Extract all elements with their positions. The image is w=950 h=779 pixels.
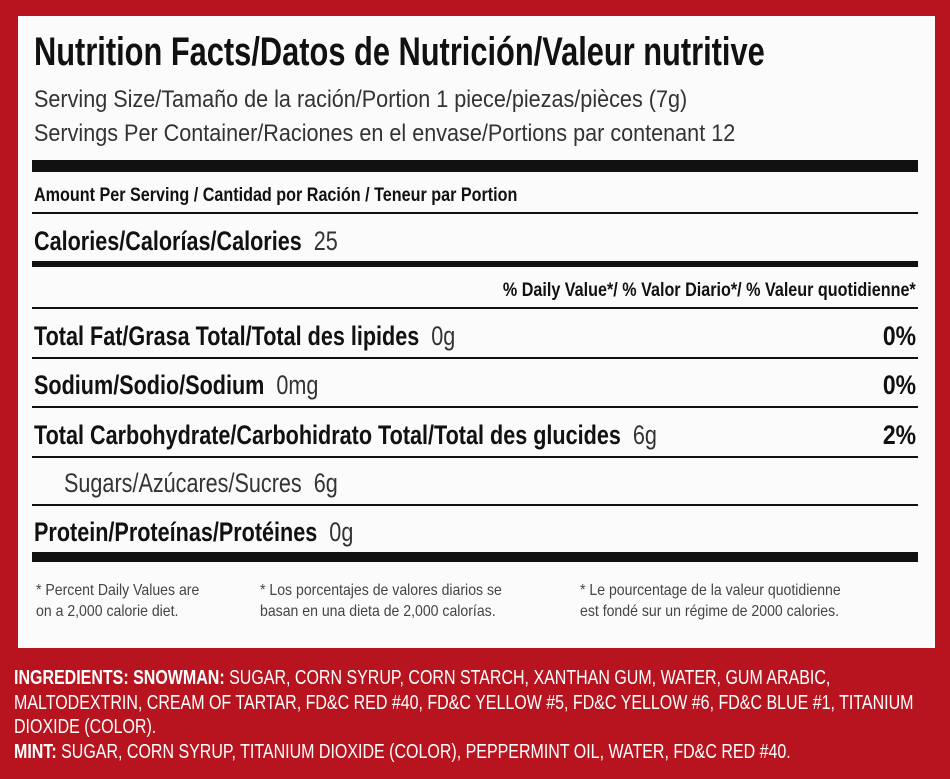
nutrient-amount: 6g xyxy=(632,420,657,450)
rule xyxy=(32,456,918,458)
rule xyxy=(32,307,918,309)
calories-label: Calories/Calorías/Calories 25 xyxy=(34,228,338,255)
nutrient-name: Total Fat/Grasa Total/Total des lipides xyxy=(34,321,420,351)
thick-rule xyxy=(32,160,918,172)
footnote-line: * Los porcentajes de valores diarios se xyxy=(260,582,502,599)
nutrient-name: Total Carbohydrate/Carbohidrato Total/To… xyxy=(34,420,621,450)
nutrient-name: Protein/Proteínas/Protéines xyxy=(34,517,318,547)
nutrient-row: Sodium/Sodio/Sodium 0mg xyxy=(34,372,318,399)
daily-value-header: % Daily Value*/ % Valor Diario*/ % Valeu… xyxy=(503,280,916,301)
ingredient-text: SUGAR, CORN SYRUP, CORN STARCH, XANTHAN … xyxy=(14,667,914,738)
nutrition-panel xyxy=(18,16,935,648)
rule xyxy=(32,357,918,359)
nutrient-row: Protein/Proteínas/Protéines 0g xyxy=(34,519,353,546)
footnote-line: * Percent Daily Values are xyxy=(36,582,200,599)
ingredient-label: INGREDIENTS: SNOWMAN: xyxy=(14,667,225,689)
footnote-line: basan en una dieta de 2,000 calorías. xyxy=(260,603,496,620)
medium-rule xyxy=(32,261,918,267)
footnote-line: * Le pourcentage de la valeur quotidienn… xyxy=(580,582,841,599)
nutrient-amount: 0g xyxy=(329,517,354,547)
footnote: * Le pourcentage de la valeur quotidienn… xyxy=(580,580,841,622)
nutrient-row: Sugars/Azúcares/Sucres 6g xyxy=(64,470,338,497)
amount-per-serving: Amount Per Serving / Cantidad por Ración… xyxy=(34,185,518,206)
ingredient-label: MINT: xyxy=(14,740,57,763)
ingredient-text: SUGAR, CORN SYRUP, TITANIUM DIOXIDE (COL… xyxy=(61,740,791,763)
ingredient-group: INGREDIENTS: SNOWMAN: SUGAR, CORN SYRUP,… xyxy=(14,666,934,740)
nutrient-amount: 0g xyxy=(431,321,456,351)
nutrient-percent: 2% xyxy=(882,420,916,450)
title: Nutrition Facts/Datos de Nutrición/Valeu… xyxy=(34,30,765,74)
calories-value: 25 xyxy=(313,226,338,256)
footnote-line: on a 2,000 calorie diet. xyxy=(36,603,179,620)
calories-label: Calories/Calorías/Calories xyxy=(34,226,302,256)
nutrient-percent: 0% xyxy=(882,321,916,351)
servings-per-container: Servings Per Container/Raciones en el en… xyxy=(34,120,736,147)
ingredients: INGREDIENTS: SNOWMAN: SUGAR, CORN SYRUP,… xyxy=(14,666,934,764)
nutrient-name: Sugars/Azúcares/Sucres xyxy=(64,468,302,498)
serving-size: Serving Size/Tamaño de la ración/Portion… xyxy=(34,86,688,113)
rule xyxy=(32,406,918,408)
nutrient-amount: 6g xyxy=(313,468,338,498)
nutrient-percent: 0% xyxy=(882,370,916,400)
thick-rule xyxy=(32,552,918,562)
nutrient-row: Total Carbohydrate/Carbohidrato Total/To… xyxy=(34,422,657,449)
footnote: * Los porcentajes de valores diarios se b… xyxy=(260,580,502,622)
nutrient-name: Sodium/Sodio/Sodium xyxy=(34,370,265,400)
rule xyxy=(32,504,918,506)
nutrient-amount: 0mg xyxy=(276,370,319,400)
footnote: * Percent Daily Values are on a 2,000 cal… xyxy=(36,580,199,622)
ingredient-group: MINT: SUGAR, CORN SYRUP, TITANIUM DIOXID… xyxy=(14,740,934,765)
rule xyxy=(32,212,918,214)
footnote-line: est fondé sur un régime de 2000 calories… xyxy=(580,603,840,620)
nutrient-row: Total Fat/Grasa Total/Total des lipides … xyxy=(34,323,455,350)
